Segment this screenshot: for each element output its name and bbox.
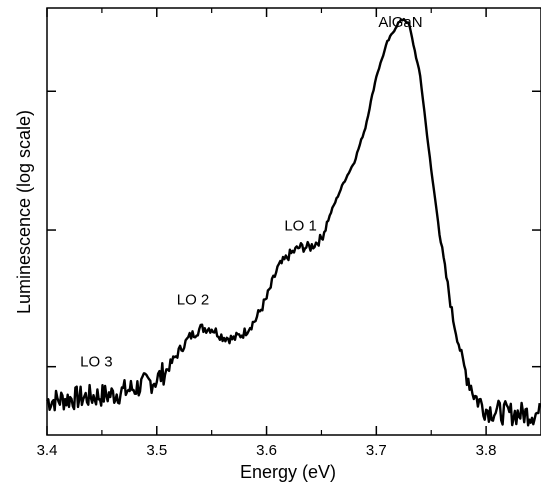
peak-annotation: LO 3 [80, 354, 113, 371]
peak-annotation: LO 2 [177, 291, 210, 308]
peak-annotations: LO 3 LO 2 LO 1 AlGaN [80, 14, 422, 370]
luminescence-spectrum-line [46, 17, 541, 427]
x-tick-label: 3.4 [37, 442, 58, 459]
x-tick-label: 3.6 [256, 442, 277, 459]
x-tick-label: 3.7 [366, 442, 387, 459]
peak-annotation: AlGaN [378, 14, 422, 31]
x-axis-ticks [46, 8, 487, 435]
x-tick-labels: 3.4 3.5 3.6 3.7 3.8 [37, 442, 497, 459]
y-axis-label: Luminescence (log scale) [14, 110, 34, 314]
peak-annotation: LO 1 [284, 217, 317, 234]
x-tick-label: 3.8 [476, 442, 497, 459]
x-tick-label: 3.5 [146, 442, 167, 459]
plot-frame [46, 7, 541, 436]
x-axis-label: Energy (eV) [240, 462, 336, 482]
y-axis-ticks [47, 90, 541, 368]
